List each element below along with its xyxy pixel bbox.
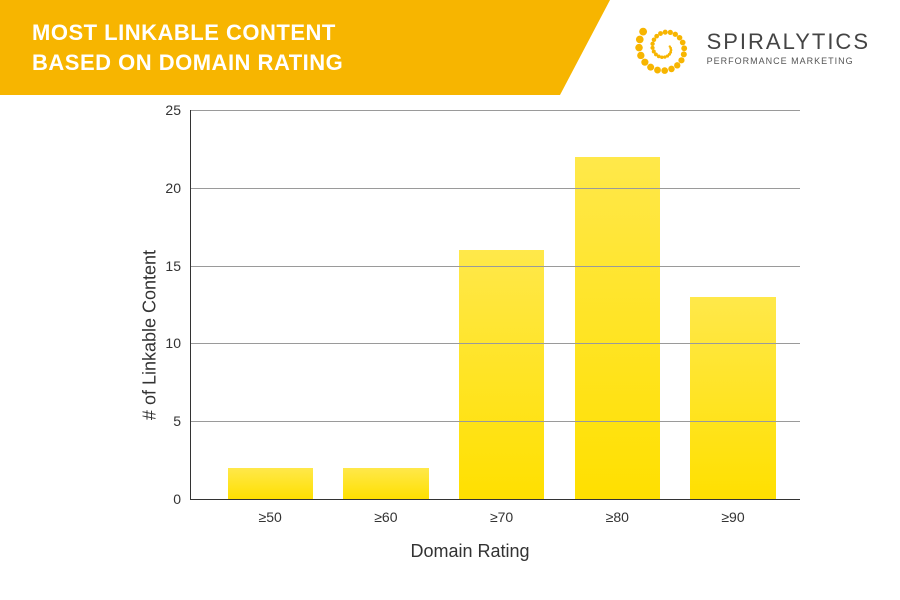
page-title: MOST LINKABLE CONTENT BASED ON DOMAIN RA… — [32, 18, 343, 77]
x-axis-label: Domain Rating — [410, 541, 529, 562]
logo-tagline: PERFORMANCE MARKETING — [707, 57, 870, 66]
plot-area: 0510152025≥50≥60≥70≥80≥90 — [190, 110, 800, 500]
x-tick-label: ≥50 — [259, 509, 282, 525]
bar — [343, 468, 428, 499]
x-tick-label: ≥70 — [490, 509, 513, 525]
y-tick-label: 25 — [165, 102, 181, 118]
y-tick-label: 0 — [173, 491, 181, 507]
bar — [690, 297, 775, 499]
y-tick-label: 5 — [173, 413, 181, 429]
bars-layer — [191, 110, 800, 499]
gridline — [191, 110, 800, 111]
logo-text: SPIRALYTICS PERFORMANCE MARKETING — [707, 31, 870, 66]
x-tick-label: ≥60 — [374, 509, 397, 525]
logo-name: SPIRALYTICS — [707, 31, 870, 53]
y-axis-label: # of Linkable Content — [140, 250, 161, 420]
chart-container: # of Linkable Content Domain Rating 0510… — [130, 100, 810, 570]
header-banner: MOST LINKABLE CONTENT BASED ON DOMAIN RA… — [0, 0, 900, 95]
gridline — [191, 421, 800, 422]
logo-spiral-icon — [635, 18, 695, 78]
bar — [228, 468, 313, 499]
bar — [459, 250, 544, 499]
y-tick-label: 10 — [165, 335, 181, 351]
gridline — [191, 266, 800, 267]
gridline — [191, 343, 800, 344]
x-tick-label: ≥80 — [606, 509, 629, 525]
x-tick-label: ≥90 — [721, 509, 744, 525]
y-tick-label: 20 — [165, 180, 181, 196]
y-tick-label: 15 — [165, 258, 181, 274]
bar — [575, 157, 660, 499]
gridline — [191, 188, 800, 189]
brand-logo: SPIRALYTICS PERFORMANCE MARKETING — [635, 18, 870, 78]
